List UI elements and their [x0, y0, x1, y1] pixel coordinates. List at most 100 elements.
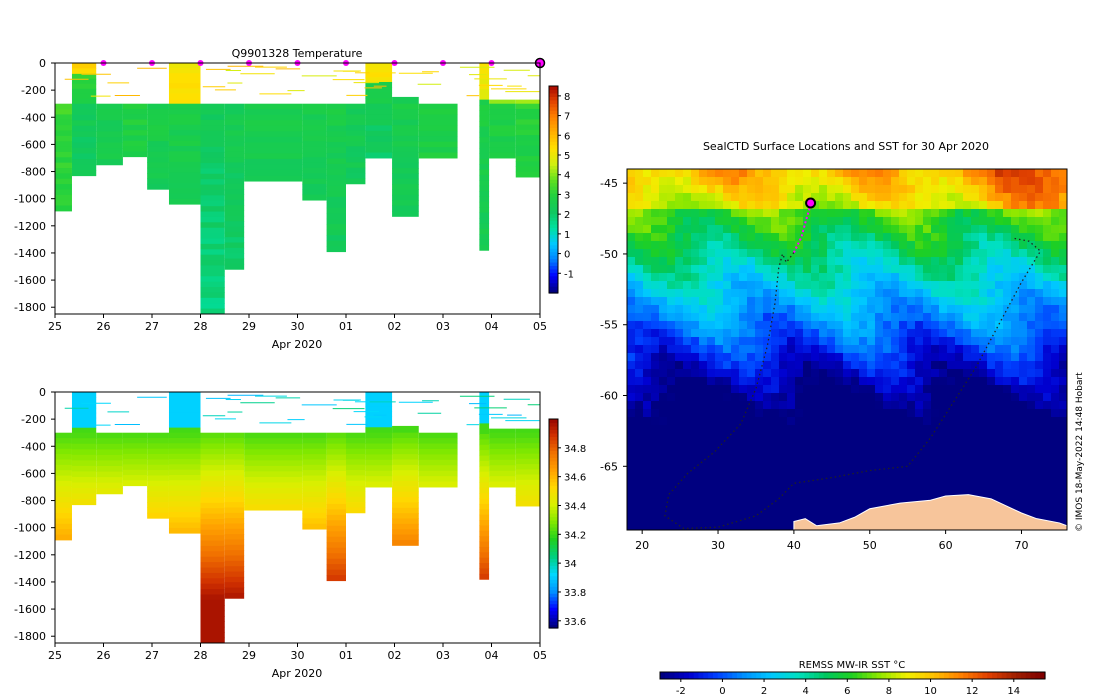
- salinity-cell: [224, 571, 245, 578]
- sst-cell: [963, 329, 971, 337]
- colorbar-swatch: [549, 419, 558, 424]
- sst-cell: [787, 265, 795, 273]
- sst-cell: [987, 201, 995, 209]
- sst-colorbar-swatch: [915, 672, 921, 679]
- sst-cell: [843, 401, 851, 409]
- sst-cell: [755, 169, 763, 177]
- sst-cell: [963, 425, 971, 433]
- temperature-cell: [147, 114, 169, 121]
- sst-cell: [1043, 273, 1051, 281]
- sst-cell: [771, 417, 779, 425]
- sst-cell: [787, 489, 795, 497]
- salinity-cell: [71, 407, 97, 414]
- sst-cell: [739, 353, 747, 361]
- salinity-cell: [365, 481, 393, 488]
- sst-cell: [731, 249, 739, 257]
- sst-cell: [651, 425, 659, 433]
- temperature-cell: [418, 141, 458, 148]
- sst-cell: [779, 393, 787, 401]
- temperature-cell: [55, 141, 72, 148]
- sst-cell: [747, 201, 755, 209]
- colorbar-swatch: [549, 272, 558, 277]
- temperature-cell: [392, 173, 419, 180]
- sst-cell: [707, 233, 715, 241]
- sst-cell: [931, 489, 939, 497]
- sst-cell: [835, 225, 843, 233]
- sst-colorbar-swatch: [838, 672, 844, 679]
- sst-cell: [667, 313, 675, 321]
- sst-colorbar-swatch: [1030, 672, 1036, 679]
- sst-cell: [891, 497, 899, 505]
- sst-cell: [811, 457, 819, 465]
- sst-cell: [803, 289, 811, 297]
- y-tick-label: -800: [21, 166, 46, 179]
- sst-cell: [803, 449, 811, 457]
- sst-cell: [795, 385, 803, 393]
- sst-cell: [1043, 225, 1051, 233]
- salinity-cell: [515, 479, 540, 486]
- sst-cell: [811, 265, 819, 273]
- sst-cell: [1027, 505, 1035, 513]
- salinity-cell: [392, 502, 419, 509]
- sst-cell: [939, 369, 947, 377]
- salinity-cell: [479, 392, 490, 398]
- sst-cell: [843, 505, 851, 513]
- sst-cell: [971, 225, 979, 233]
- temperature-cell: [302, 119, 327, 126]
- sst-cell: [803, 257, 811, 265]
- sst-cell: [923, 361, 931, 369]
- sst-cell: [931, 385, 939, 393]
- sst-cell: [939, 273, 947, 281]
- sst-cell: [923, 393, 931, 401]
- salinity-cell: [96, 432, 123, 439]
- sst-cell: [867, 329, 875, 337]
- sst-cell: [939, 361, 947, 369]
- sst-cell: [899, 225, 907, 233]
- sst-cell: [867, 385, 875, 393]
- sst-colorbar-swatch: [939, 672, 945, 679]
- sst-cell: [1043, 241, 1051, 249]
- salinity-cell: [392, 523, 419, 530]
- salinity-cell: [479, 439, 490, 446]
- salinity-cell: [515, 432, 540, 439]
- colorbar-swatch: [549, 224, 558, 229]
- sst-cell: [835, 265, 843, 273]
- temperature-cell: [224, 221, 245, 228]
- colorbar-swatch: [549, 568, 558, 573]
- sst-cell: [715, 209, 723, 217]
- salinity-cell: [479, 428, 490, 435]
- sst-cell: [1051, 385, 1059, 393]
- sst-cell: [947, 193, 955, 201]
- sst-cell: [867, 209, 875, 217]
- colorbar-swatch: [549, 600, 558, 605]
- sst-cell: [875, 185, 883, 193]
- sst-cell: [683, 281, 691, 289]
- sst-cell: [955, 417, 963, 425]
- sst-cell: [955, 393, 963, 401]
- sst-cell: [739, 481, 747, 489]
- temperature-cell: [302, 189, 327, 196]
- sst-cell: [643, 361, 651, 369]
- sst-cell: [859, 425, 867, 433]
- sst-cell: [779, 289, 787, 297]
- sst-cell: [1051, 401, 1059, 409]
- sst-cell: [995, 385, 1003, 393]
- sst-cell: [643, 337, 651, 345]
- salinity-cell: [147, 438, 169, 444]
- sst-cell: [915, 441, 923, 449]
- sst-cell: [811, 353, 819, 361]
- sst-cell: [803, 361, 811, 369]
- salinity-cell: [200, 567, 225, 574]
- sst-cell: [787, 521, 795, 529]
- salinity-cell: [200, 492, 225, 498]
- salinity-cell: [55, 448, 72, 455]
- sst-cell: [1019, 225, 1027, 233]
- sst-cell: [699, 473, 707, 481]
- sst-cell: [1035, 337, 1043, 345]
- sst-cell: [779, 257, 787, 265]
- sst-cell: [1003, 497, 1011, 505]
- temperature-cell: [224, 151, 245, 158]
- sst-cell: [1011, 369, 1019, 377]
- sst-cell: [787, 385, 795, 393]
- sst-cell: [859, 385, 867, 393]
